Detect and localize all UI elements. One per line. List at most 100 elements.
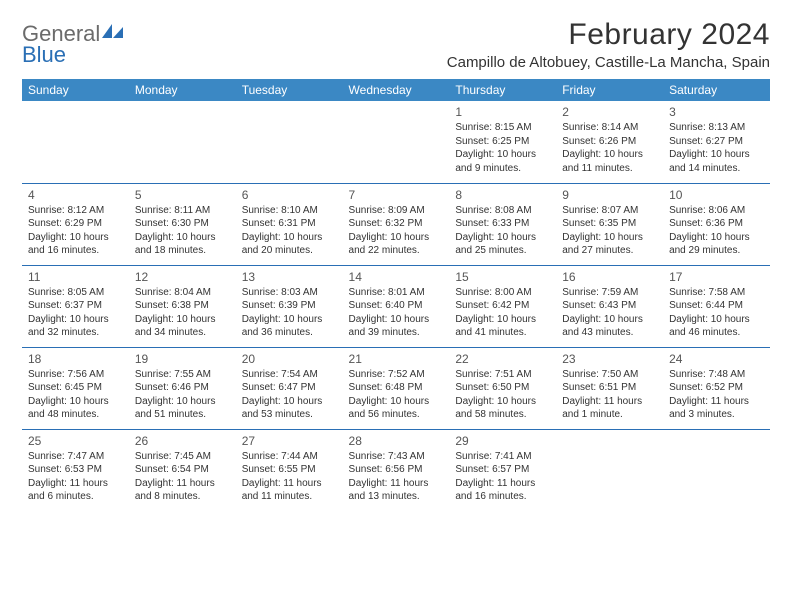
sunrise-line: Sunrise: 7:50 AM (562, 368, 657, 382)
sunrise-line: Sunrise: 7:44 AM (242, 450, 337, 464)
day-number: 20 (242, 351, 337, 367)
header: General Blue February 2024 Campillo de A… (22, 18, 770, 71)
calendar-empty (129, 101, 236, 183)
calendar-day: 5Sunrise: 8:11 AMSunset: 6:30 PMDaylight… (129, 183, 236, 265)
day-number: 6 (242, 187, 337, 203)
calendar-empty (236, 101, 343, 183)
sunset-line: Sunset: 6:25 PM (455, 135, 550, 149)
sunrise-line: Sunrise: 7:59 AM (562, 286, 657, 300)
sunrise-line: Sunrise: 8:05 AM (28, 286, 123, 300)
day-number: 25 (28, 433, 123, 449)
sunset-line: Sunset: 6:46 PM (135, 381, 230, 395)
day-number: 10 (669, 187, 764, 203)
sunrise-line: Sunrise: 7:52 AM (349, 368, 444, 382)
daylight-line: Daylight: 10 hours and 27 minutes. (562, 231, 657, 258)
location: Campillo de Altobuey, Castille-La Mancha… (447, 54, 770, 71)
day-number: 13 (242, 269, 337, 285)
day-number: 29 (455, 433, 550, 449)
sunrise-line: Sunrise: 8:14 AM (562, 121, 657, 135)
calendar-day: 29Sunrise: 7:41 AMSunset: 6:57 PMDayligh… (449, 429, 556, 511)
sunrise-line: Sunrise: 8:08 AM (455, 204, 550, 218)
daylight-line: Daylight: 10 hours and 25 minutes. (455, 231, 550, 258)
calendar-row: 18Sunrise: 7:56 AMSunset: 6:45 PMDayligh… (22, 347, 770, 429)
daylight-line: Daylight: 10 hours and 53 minutes. (242, 395, 337, 422)
daylight-line: Daylight: 11 hours and 13 minutes. (349, 477, 444, 504)
calendar-day: 2Sunrise: 8:14 AMSunset: 6:26 PMDaylight… (556, 101, 663, 183)
sunset-line: Sunset: 6:26 PM (562, 135, 657, 149)
calendar-day: 26Sunrise: 7:45 AMSunset: 6:54 PMDayligh… (129, 429, 236, 511)
sunset-line: Sunset: 6:32 PM (349, 217, 444, 231)
day-number: 8 (455, 187, 550, 203)
calendar-empty (556, 429, 663, 511)
sunrise-line: Sunrise: 8:07 AM (562, 204, 657, 218)
sunset-line: Sunset: 6:36 PM (669, 217, 764, 231)
sunset-line: Sunset: 6:43 PM (562, 299, 657, 313)
sunset-line: Sunset: 6:51 PM (562, 381, 657, 395)
daylight-line: Daylight: 10 hours and 18 minutes. (135, 231, 230, 258)
calendar-day: 4Sunrise: 8:12 AMSunset: 6:29 PMDaylight… (22, 183, 129, 265)
daylight-line: Daylight: 10 hours and 34 minutes. (135, 313, 230, 340)
sunrise-line: Sunrise: 8:12 AM (28, 204, 123, 218)
calendar-day: 3Sunrise: 8:13 AMSunset: 6:27 PMDaylight… (663, 101, 770, 183)
daylight-line: Daylight: 10 hours and 22 minutes. (349, 231, 444, 258)
sunset-line: Sunset: 6:31 PM (242, 217, 337, 231)
calendar-day: 23Sunrise: 7:50 AMSunset: 6:51 PMDayligh… (556, 347, 663, 429)
calendar-day: 28Sunrise: 7:43 AMSunset: 6:56 PMDayligh… (343, 429, 450, 511)
sunrise-line: Sunrise: 7:43 AM (349, 450, 444, 464)
sunrise-line: Sunrise: 7:55 AM (135, 368, 230, 382)
daylight-line: Daylight: 10 hours and 41 minutes. (455, 313, 550, 340)
day-number: 21 (349, 351, 444, 367)
daylight-line: Daylight: 10 hours and 36 minutes. (242, 313, 337, 340)
sunrise-line: Sunrise: 7:58 AM (669, 286, 764, 300)
logo-sail-icon (102, 24, 124, 40)
sunset-line: Sunset: 6:55 PM (242, 463, 337, 477)
logo: General Blue (22, 18, 124, 66)
day-number: 1 (455, 104, 550, 120)
sunset-line: Sunset: 6:42 PM (455, 299, 550, 313)
weekday-header: Friday (556, 79, 663, 101)
daylight-line: Daylight: 10 hours and 43 minutes. (562, 313, 657, 340)
sunrise-line: Sunrise: 7:48 AM (669, 368, 764, 382)
weekday-header: Sunday (22, 79, 129, 101)
day-number: 5 (135, 187, 230, 203)
daylight-line: Daylight: 11 hours and 11 minutes. (242, 477, 337, 504)
sunrise-line: Sunrise: 8:10 AM (242, 204, 337, 218)
sunset-line: Sunset: 6:44 PM (669, 299, 764, 313)
daylight-line: Daylight: 10 hours and 51 minutes. (135, 395, 230, 422)
calendar-day: 1Sunrise: 8:15 AMSunset: 6:25 PMDaylight… (449, 101, 556, 183)
calendar-row: 4Sunrise: 8:12 AMSunset: 6:29 PMDaylight… (22, 183, 770, 265)
day-number: 4 (28, 187, 123, 203)
calendar-day: 21Sunrise: 7:52 AMSunset: 6:48 PMDayligh… (343, 347, 450, 429)
calendar-empty (663, 429, 770, 511)
daylight-line: Daylight: 10 hours and 46 minutes. (669, 313, 764, 340)
day-number: 15 (455, 269, 550, 285)
weekday-header: Saturday (663, 79, 770, 101)
calendar-day: 15Sunrise: 8:00 AMSunset: 6:42 PMDayligh… (449, 265, 556, 347)
day-number: 7 (349, 187, 444, 203)
sunset-line: Sunset: 6:48 PM (349, 381, 444, 395)
sunset-line: Sunset: 6:27 PM (669, 135, 764, 149)
weekday-header: Wednesday (343, 79, 450, 101)
day-number: 14 (349, 269, 444, 285)
sunrise-line: Sunrise: 8:01 AM (349, 286, 444, 300)
day-number: 17 (669, 269, 764, 285)
calendar-day: 14Sunrise: 8:01 AMSunset: 6:40 PMDayligh… (343, 265, 450, 347)
sunrise-line: Sunrise: 8:00 AM (455, 286, 550, 300)
calendar-day: 19Sunrise: 7:55 AMSunset: 6:46 PMDayligh… (129, 347, 236, 429)
day-number: 11 (28, 269, 123, 285)
sunset-line: Sunset: 6:38 PM (135, 299, 230, 313)
weekday-header-row: SundayMondayTuesdayWednesdayThursdayFrid… (22, 79, 770, 101)
calendar-day: 27Sunrise: 7:44 AMSunset: 6:55 PMDayligh… (236, 429, 343, 511)
day-number: 2 (562, 104, 657, 120)
daylight-line: Daylight: 11 hours and 3 minutes. (669, 395, 764, 422)
calendar-table: SundayMondayTuesdayWednesdayThursdayFrid… (22, 79, 770, 511)
calendar-day: 20Sunrise: 7:54 AMSunset: 6:47 PMDayligh… (236, 347, 343, 429)
calendar-day: 7Sunrise: 8:09 AMSunset: 6:32 PMDaylight… (343, 183, 450, 265)
calendar-day: 13Sunrise: 8:03 AMSunset: 6:39 PMDayligh… (236, 265, 343, 347)
daylight-line: Daylight: 11 hours and 16 minutes. (455, 477, 550, 504)
daylight-line: Daylight: 10 hours and 48 minutes. (28, 395, 123, 422)
sunset-line: Sunset: 6:39 PM (242, 299, 337, 313)
daylight-line: Daylight: 10 hours and 14 minutes. (669, 148, 764, 175)
month-title: February 2024 (447, 18, 770, 52)
sunrise-line: Sunrise: 8:06 AM (669, 204, 764, 218)
